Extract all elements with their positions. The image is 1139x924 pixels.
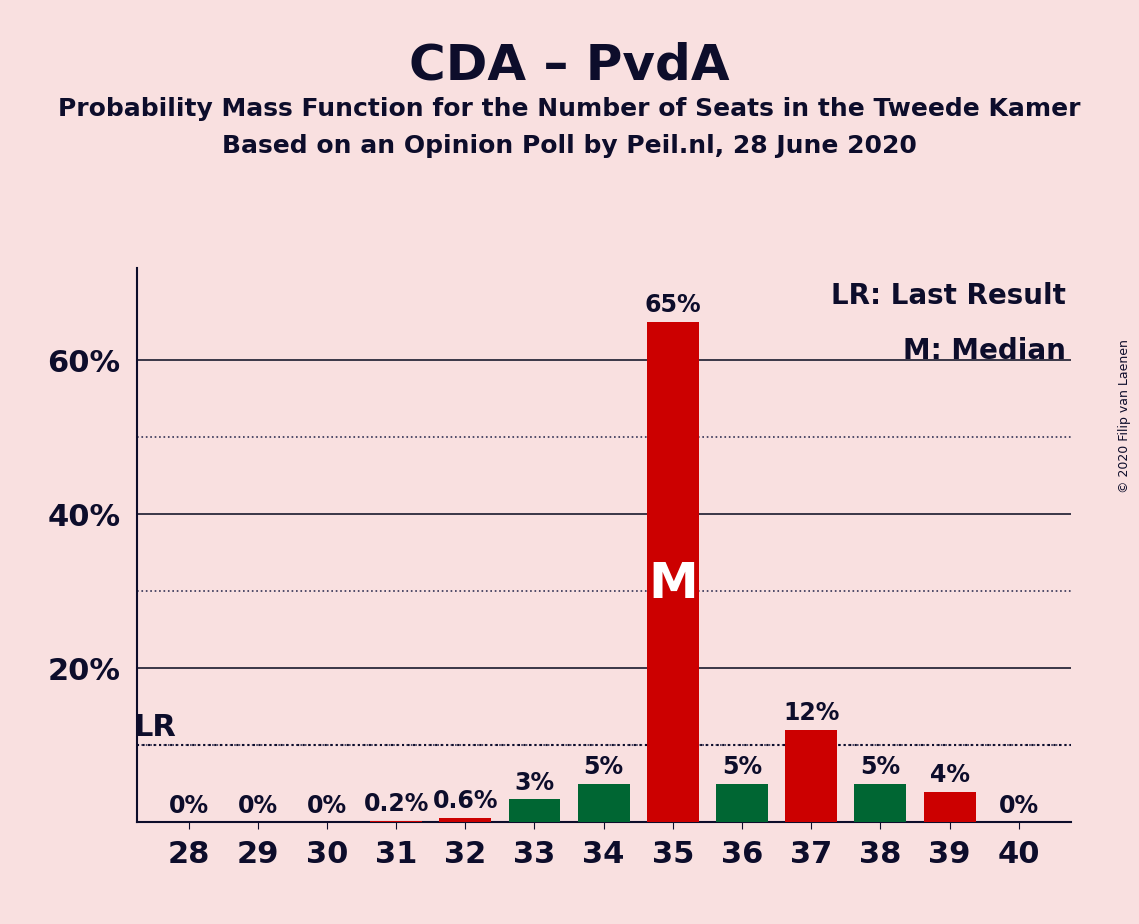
Text: 3%: 3% bbox=[515, 771, 555, 795]
Bar bbox=[440, 818, 491, 822]
Text: 5%: 5% bbox=[860, 755, 901, 779]
Text: 0.2%: 0.2% bbox=[363, 792, 428, 816]
Text: Probability Mass Function for the Number of Seats in the Tweede Kamer: Probability Mass Function for the Number… bbox=[58, 97, 1081, 121]
Bar bbox=[577, 784, 630, 822]
Text: 0.6%: 0.6% bbox=[433, 789, 498, 813]
Bar bbox=[785, 730, 837, 822]
Bar bbox=[716, 784, 768, 822]
Text: 0%: 0% bbox=[306, 794, 347, 818]
Text: 65%: 65% bbox=[645, 293, 702, 317]
Text: 5%: 5% bbox=[722, 755, 762, 779]
Text: LR: LR bbox=[133, 713, 177, 742]
Text: © 2020 Filip van Laenen: © 2020 Filip van Laenen bbox=[1118, 339, 1131, 492]
Text: 0%: 0% bbox=[238, 794, 278, 818]
Bar bbox=[647, 322, 699, 822]
Text: 12%: 12% bbox=[782, 701, 839, 725]
Text: 0%: 0% bbox=[169, 794, 208, 818]
Text: LR: Last Result: LR: Last Result bbox=[831, 282, 1066, 310]
Text: 4%: 4% bbox=[929, 763, 969, 787]
Text: M: Median: M: Median bbox=[903, 337, 1066, 365]
Bar bbox=[854, 784, 907, 822]
Bar bbox=[508, 799, 560, 822]
Bar bbox=[924, 792, 975, 822]
Text: 0%: 0% bbox=[999, 794, 1039, 818]
Text: Based on an Opinion Poll by Peil.nl, 28 June 2020: Based on an Opinion Poll by Peil.nl, 28 … bbox=[222, 134, 917, 158]
Text: CDA – PvdA: CDA – PvdA bbox=[409, 42, 730, 90]
Bar bbox=[370, 821, 423, 822]
Text: M: M bbox=[648, 560, 698, 608]
Text: 5%: 5% bbox=[583, 755, 624, 779]
